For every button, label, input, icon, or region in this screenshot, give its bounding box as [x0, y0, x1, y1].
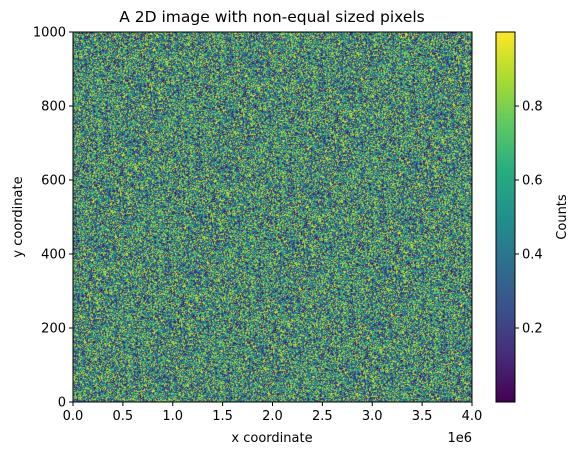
heatmap-image: [73, 32, 472, 402]
x-tick-label: 0.0: [63, 409, 84, 424]
colorbar-tick-label: 0.4: [522, 248, 543, 263]
x-axis-ticks: 0.0 0.5 1.0 1.5 2.0 2.5 3.0 3.5 4.0: [63, 402, 483, 424]
colorbar-gradient: [496, 32, 515, 402]
y-axis-ticks: 0 200 400 600 800 1000: [33, 26, 73, 411]
y-tick-label: 1000: [33, 26, 66, 41]
colorbar-label: Counts: [555, 194, 570, 240]
x-tick-label: 1.5: [212, 409, 233, 424]
y-tick-label: 800: [41, 100, 66, 115]
x-tick-label: 3.5: [412, 409, 433, 424]
colorbar-frame: [495, 31, 516, 403]
colorbar-ticks: 0.2 0.4 0.6 0.8: [515, 100, 543, 337]
x-axis-label: x coordinate: [231, 431, 312, 446]
x-tick-label: 1.0: [162, 409, 183, 424]
y-tick-label: 0: [58, 396, 66, 411]
y-tick-label: 400: [41, 248, 66, 263]
y-axis-label: y coordinate: [11, 176, 26, 257]
x-tick-label: 0.5: [113, 409, 134, 424]
x-tick-label: 2.0: [262, 409, 283, 424]
x-axis-offset-label: 1e6: [447, 431, 472, 446]
x-tick-label: 3.0: [362, 409, 383, 424]
plot-frame: [72, 31, 473, 403]
x-tick-label: 4.0: [462, 409, 483, 424]
colorbar-tick-label: 0.2: [522, 322, 543, 337]
y-tick-label: 600: [41, 174, 66, 189]
colorbar-tick-label: 0.6: [522, 174, 543, 189]
y-tick-label: 200: [41, 322, 66, 337]
colorbar-tick-label: 0.8: [522, 100, 543, 115]
x-tick-label: 2.5: [312, 409, 333, 424]
chart-title: A 2D image with non-equal sized pixels: [119, 8, 425, 26]
